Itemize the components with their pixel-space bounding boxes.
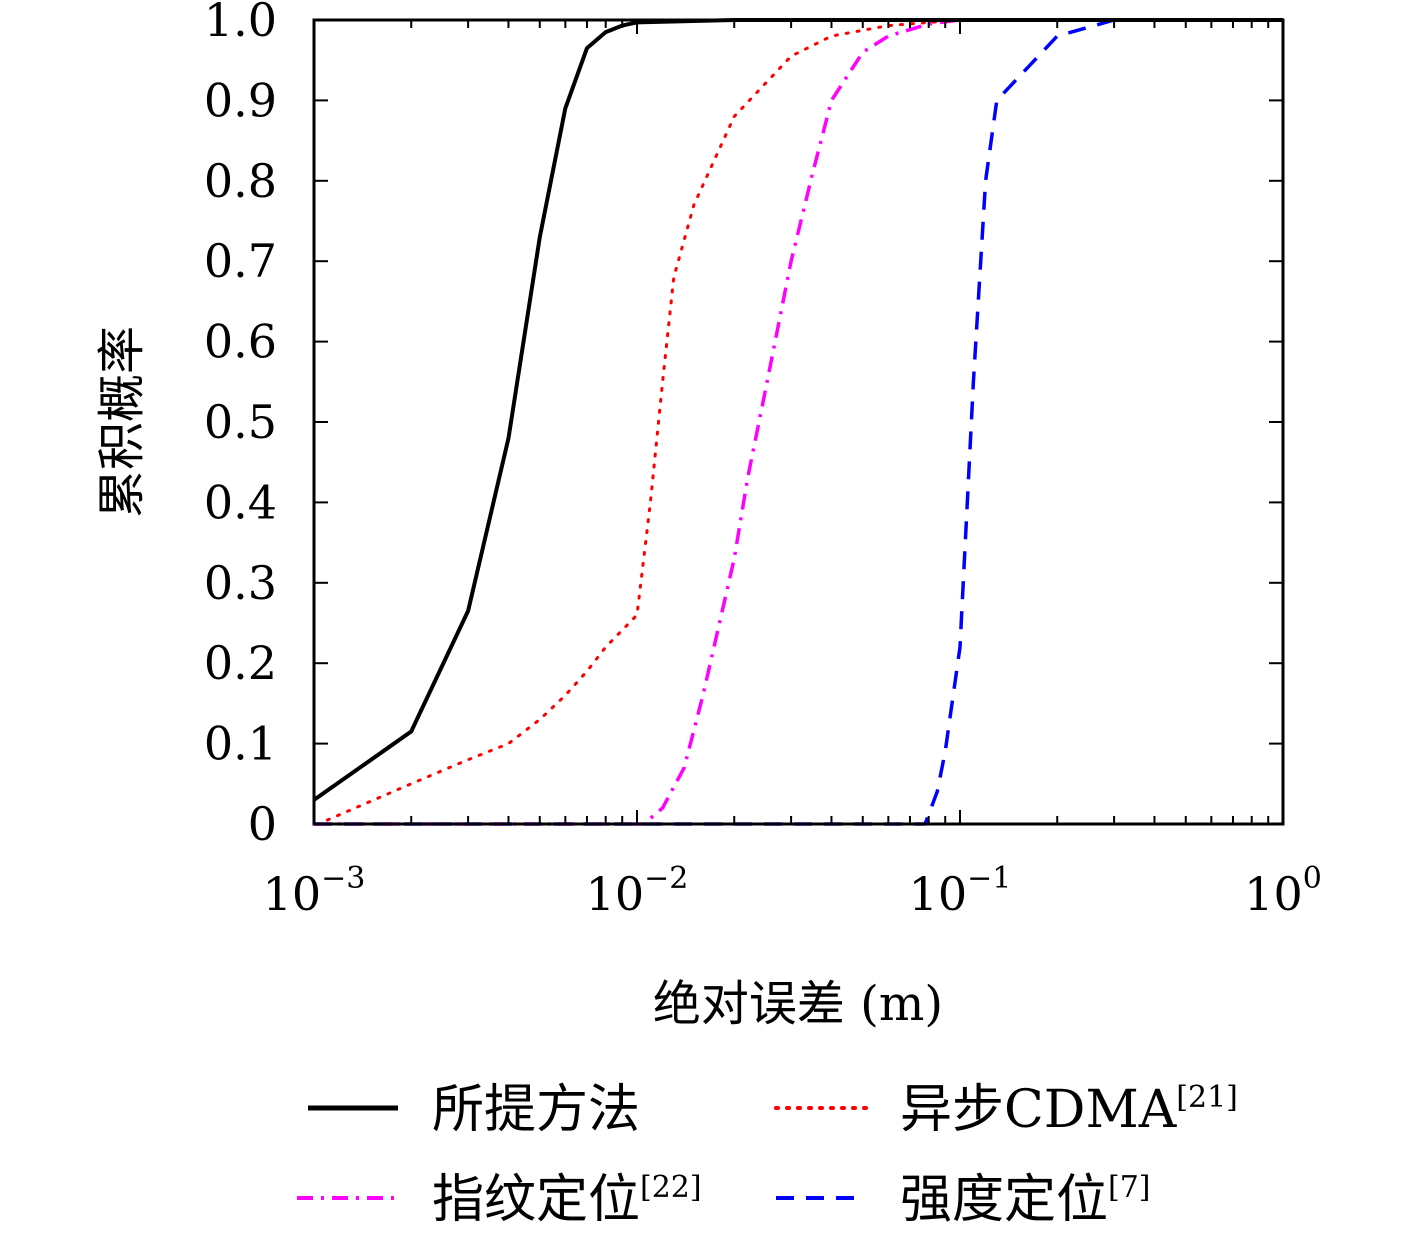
legend-citation: [21] — [1176, 1080, 1238, 1115]
ticks-layer: 10−3 10−2 10−1 10000.10.20.30.40.50.60.70.8… — [204, 0, 1322, 921]
legend-label: 所提方法 — [432, 1080, 640, 1140]
y-tick-label: 0.5 — [204, 395, 277, 449]
x-tick-label-base: 10 — [263, 867, 322, 921]
y-tick-label: 0.1 — [204, 717, 277, 771]
legend-series-name: 指纹定位 — [432, 1170, 640, 1230]
x-tick-label-exponent: −1 — [967, 861, 1011, 896]
y-tick-label: 1.0 — [204, 0, 277, 47]
x-tick-label: 10−1 — [909, 861, 1012, 921]
y-tick-label: 0.6 — [204, 315, 277, 369]
legend-label: 指纹定位[22] — [432, 1170, 702, 1230]
x-tick-label: 10−3 — [263, 861, 366, 921]
series-layer — [312, 18, 1285, 826]
legend-label: 强度定位[7] — [900, 1170, 1151, 1230]
legend-label: 异步CDMA[21] — [900, 1080, 1238, 1140]
y-tick-label: 0.3 — [204, 556, 277, 610]
series-line-1 — [325, 18, 1285, 822]
x-tick-label-exponent: −2 — [644, 861, 688, 896]
legend-item-0: 所提方法 — [308, 1080, 640, 1140]
x-axis-title: 绝对误差 (m) — [653, 976, 943, 1032]
y-tick-label: 0 — [248, 797, 277, 851]
plot-frame — [312, 18, 1285, 826]
series-line-0 — [312, 18, 1283, 802]
y-tick-label: 0.7 — [204, 234, 277, 288]
legend-series-name: 强度定位 — [900, 1170, 1108, 1230]
legend-item-1: 异步CDMA[21] — [774, 1080, 1238, 1140]
legend-item-2: 指纹定位[22] — [297, 1170, 702, 1230]
series-line-2 — [314, 18, 1283, 826]
legend-citation: [7] — [1108, 1170, 1151, 1205]
x-tick-label-base: 10 — [1244, 867, 1303, 921]
y-tick-label: 0.9 — [204, 73, 277, 127]
x-tick-label-base: 10 — [909, 867, 968, 921]
legend-item-3: 强度定位[7] — [776, 1170, 1151, 1230]
x-tick-label-base: 10 — [586, 867, 645, 921]
legend-series-name: 所提方法 — [432, 1080, 640, 1140]
legend: 所提方法 异步CDMA[21] 指纹定位[22] 强度定位[7] — [297, 1080, 1238, 1230]
y-tick-label: 0.2 — [204, 636, 277, 690]
y-tick-label: 0.8 — [204, 154, 277, 208]
y-tick-label: 0.4 — [204, 475, 277, 529]
x-tick-label: 100 — [1244, 861, 1322, 921]
x-tick-label: 10−2 — [586, 861, 689, 921]
legend-citation: [22] — [640, 1170, 702, 1205]
x-tick-label-exponent: 0 — [1303, 861, 1322, 896]
series-line-3 — [314, 18, 1283, 826]
x-tick-label-exponent: −3 — [321, 861, 365, 896]
y-axis-title: 累积概率 — [94, 326, 150, 518]
legend-series-name: 异步CDMA — [900, 1080, 1178, 1140]
